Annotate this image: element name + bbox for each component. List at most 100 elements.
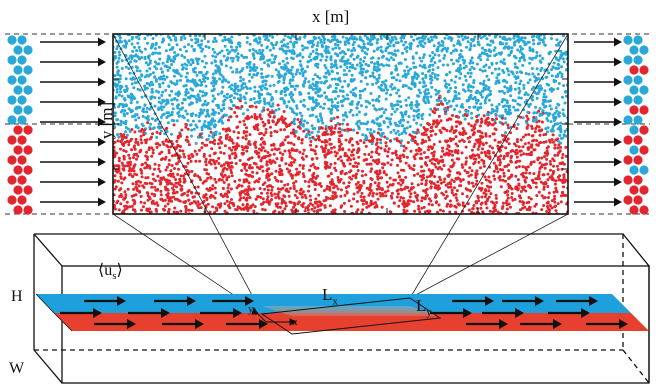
particle [359, 38, 363, 42]
particle [157, 96, 161, 100]
particle [358, 188, 362, 192]
particle [554, 122, 558, 126]
particle [138, 69, 142, 73]
particle [495, 107, 499, 111]
particle [514, 108, 518, 112]
particle [363, 56, 367, 60]
particle [158, 57, 162, 61]
particle [116, 179, 120, 183]
particle [564, 154, 568, 158]
particle [224, 79, 228, 83]
particle [408, 166, 412, 170]
particle [387, 51, 391, 55]
particle [437, 89, 441, 93]
particle [246, 114, 250, 118]
particle [332, 64, 336, 67]
particle [534, 185, 538, 189]
particle [130, 57, 134, 61]
particle [226, 186, 230, 190]
particle [339, 155, 343, 159]
particle [171, 191, 175, 195]
particle [324, 198, 328, 202]
particle [126, 164, 130, 168]
particle [492, 169, 496, 173]
particle [454, 48, 458, 52]
particle [514, 174, 518, 178]
particle [490, 71, 494, 75]
particle [233, 89, 236, 93]
particle [232, 96, 236, 100]
particle [397, 94, 401, 98]
particle [234, 145, 238, 149]
particle [229, 115, 233, 119]
particle [503, 91, 506, 95]
particle [166, 57, 170, 61]
particle [377, 85, 381, 89]
particle [129, 101, 133, 105]
particle [142, 128, 146, 132]
particle [180, 188, 183, 192]
particle [120, 94, 124, 98]
particle [457, 97, 461, 101]
particle [296, 118, 300, 121]
particle [240, 105, 244, 108]
particle [203, 79, 207, 83]
particle [424, 179, 428, 183]
particle [482, 164, 486, 168]
particle [370, 167, 374, 171]
particle [409, 35, 413, 39]
particle [229, 66, 233, 70]
particle [515, 71, 519, 74]
particle [228, 201, 232, 204]
particle [272, 83, 276, 87]
particle [564, 145, 568, 149]
particle [407, 189, 411, 193]
particle [114, 185, 118, 189]
particle [164, 139, 168, 143]
particle [445, 49, 449, 53]
particle [542, 92, 546, 96]
particle [239, 79, 243, 83]
particle [399, 61, 403, 65]
particle [356, 208, 360, 212]
particle [174, 197, 177, 201]
particle [268, 115, 272, 119]
particle [130, 98, 134, 102]
particle [294, 84, 298, 88]
particle [228, 156, 232, 160]
particle [237, 131, 241, 135]
particle [190, 114, 194, 118]
particle [426, 95, 429, 99]
particle [245, 169, 249, 172]
particle [401, 124, 405, 128]
particle [198, 159, 202, 163]
particle [188, 34, 192, 38]
particle [334, 154, 338, 158]
particle [399, 105, 403, 109]
particle [274, 108, 278, 112]
particle [549, 120, 553, 124]
particle [519, 96, 523, 100]
particle [347, 199, 351, 203]
particle [199, 83, 203, 87]
particle [461, 38, 465, 41]
particle [495, 167, 499, 171]
particle [238, 88, 242, 92]
particle [302, 148, 306, 152]
particle [403, 58, 407, 61]
particle [287, 100, 291, 104]
particle [532, 111, 536, 115]
particle [369, 170, 373, 173]
particle [212, 40, 215, 44]
particle [128, 173, 131, 177]
particle [133, 172, 137, 176]
particle [124, 40, 128, 44]
particle [167, 158, 171, 162]
particle [213, 210, 217, 214]
particle [528, 171, 532, 175]
particle [126, 187, 130, 191]
particle [401, 181, 405, 184]
particle [248, 48, 252, 52]
particle [121, 164, 125, 167]
particle [426, 37, 430, 41]
